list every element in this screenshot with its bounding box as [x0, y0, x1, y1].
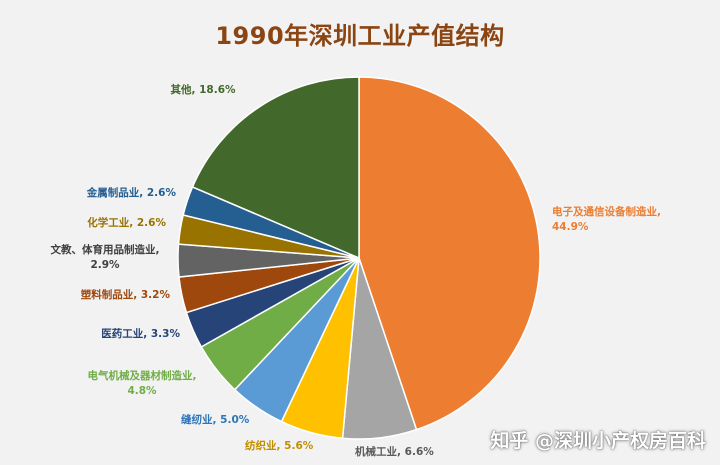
slice-label: 医药工业, 3.3% [101, 327, 180, 340]
pie-slice [358, 76, 541, 431]
watermark: 知乎 @深圳小产权房百科 [490, 430, 706, 452]
slice-label: 塑料制品业, 3.2% [81, 288, 171, 301]
slice-label: 纺织业, 5.6% [245, 439, 314, 452]
slice-label: 机械工业, 6.6% [355, 445, 434, 458]
chart-title: 1990年深圳工业产值结构 [215, 22, 505, 50]
slice-label: 金属制品业, 2.6% [86, 186, 177, 199]
slice-label: 其他, 18.6% [170, 83, 236, 96]
slice-label: 文教、体育用品制造业, 2.9% [50, 243, 160, 271]
slice-label: 化学工业, 2.6% [87, 216, 166, 229]
pie-slice [191, 76, 360, 260]
slice-label: 电子及通信设备制造业, 44.9% [552, 205, 661, 233]
slice-label: 缝纫业, 5.0% [181, 413, 250, 426]
slice-label: 电气机械及器材制造业, 4.8% [88, 369, 197, 397]
